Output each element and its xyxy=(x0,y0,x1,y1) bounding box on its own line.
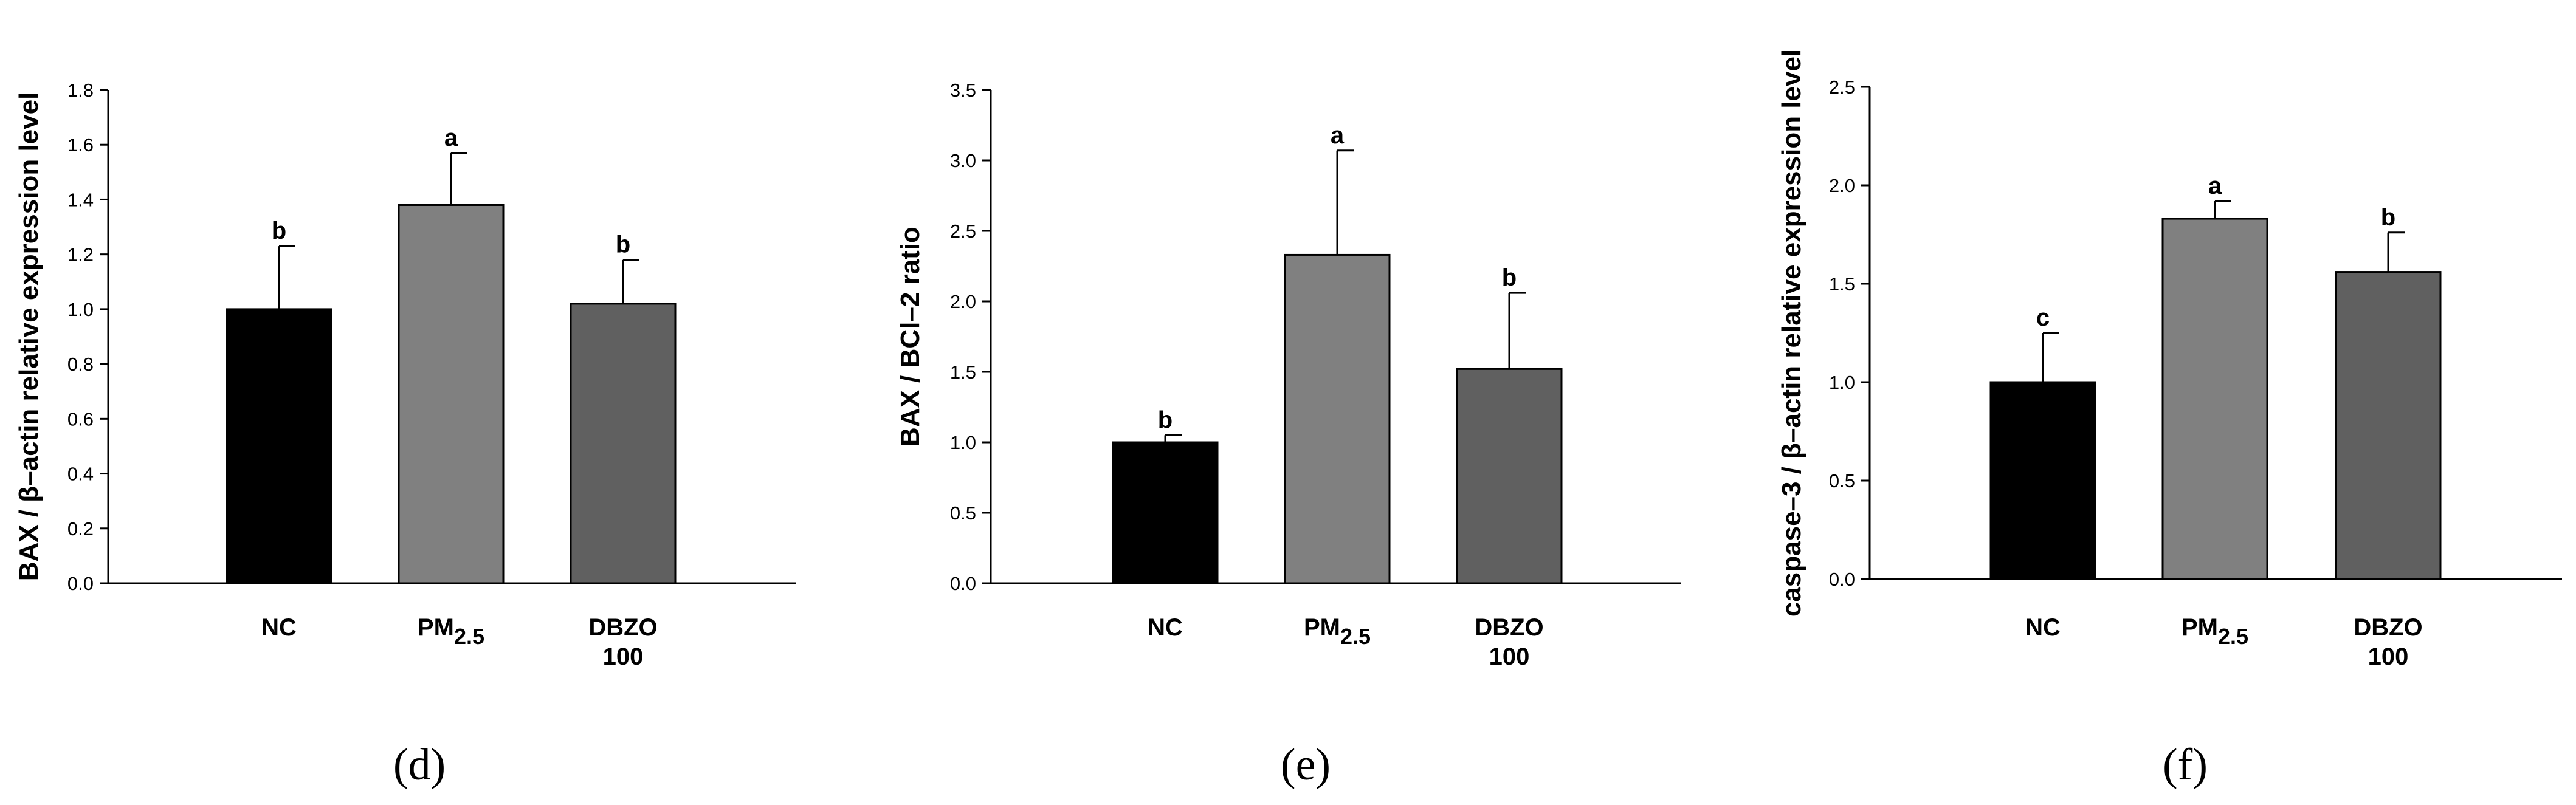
y-tick-label: 0.8 xyxy=(67,354,94,375)
y-tick-label: 0.0 xyxy=(950,573,976,594)
y-tick-label: 1.5 xyxy=(950,361,976,383)
significance-letter: a xyxy=(444,125,458,151)
panel-caption: (d) xyxy=(393,740,446,790)
bar xyxy=(226,308,332,584)
y-tick-label: 1.0 xyxy=(950,432,976,453)
y-axis-title: BAX / BCl–2 ratio xyxy=(895,227,925,447)
significance-letter: b xyxy=(616,231,630,258)
panel-f: 0.0 0.5 1.0 1.5 2.0 2.5 caspase–3 / β–actin re… xyxy=(1777,49,2562,790)
y-tick-label: 0.0 xyxy=(1829,569,1855,590)
y-tick-label: 1.0 xyxy=(67,299,94,320)
y-tick-label: 0.2 xyxy=(67,518,94,540)
category-label: NC xyxy=(1148,614,1183,641)
significance-letter: b xyxy=(2381,204,2395,231)
category-label: PM2.5 xyxy=(2182,614,2248,649)
y-tick-label: 3.5 xyxy=(950,80,976,101)
panel-caption: (e) xyxy=(1281,740,1331,790)
bar xyxy=(1112,441,1219,584)
y-tick-label: 0.0 xyxy=(67,573,94,594)
y-tick-label: 2.5 xyxy=(1829,77,1855,98)
y-tick-label: 0.5 xyxy=(950,502,976,524)
y-tick-label: 1.4 xyxy=(67,189,94,210)
category-label: DBZO xyxy=(588,614,657,641)
category-label-line2: 100 xyxy=(603,643,644,670)
y-tick-label: 1.8 xyxy=(67,80,94,101)
panel-d: 0.0 0.2 0.4 0.6 0.8 1.0 1.2 1.4 1.6 1.8 BAX / β–ac… xyxy=(14,80,796,790)
panel-e: 0.0 0.5 1.0 1.5 2.0 2.5 3.0 3.5 BAX / BCl–2 rati… xyxy=(895,80,1681,790)
category-label: DBZO xyxy=(2354,614,2422,641)
y-tick-label: 1.5 xyxy=(1829,273,1855,295)
bar xyxy=(2161,218,2268,580)
y-tick-label: 2.5 xyxy=(950,221,976,242)
y-tick-label: 2.0 xyxy=(1829,175,1855,196)
y-axis-title: BAX / β–actin relative expression level xyxy=(14,92,44,581)
y-tick-label: 1.0 xyxy=(1829,372,1855,393)
bar xyxy=(2335,271,2442,580)
significance-letter: a xyxy=(2208,173,2222,199)
significance-letter: a xyxy=(1331,122,1345,149)
bar xyxy=(1989,381,2096,580)
bar xyxy=(1284,253,1391,584)
bar xyxy=(398,204,505,584)
significance-letter: c xyxy=(2036,304,2050,331)
significance-letter: b xyxy=(1158,406,1173,433)
y-tick-label: 0.4 xyxy=(67,464,94,485)
panel-caption: (f) xyxy=(2163,740,2208,790)
significance-letter: b xyxy=(1502,264,1517,291)
bar xyxy=(1456,368,1563,584)
y-axis-title: caspase–3 / β–actin relative expression … xyxy=(1777,49,1806,617)
y-tick-label: 1.6 xyxy=(67,134,94,156)
category-label: PM2.5 xyxy=(418,614,484,649)
category-label: NC xyxy=(2025,614,2061,641)
bar xyxy=(570,303,677,584)
category-label: DBZO xyxy=(1475,614,1543,641)
y-tick-label: 3.0 xyxy=(950,150,976,171)
y-tick-label: 1.2 xyxy=(67,244,94,265)
category-label-line2: 100 xyxy=(2368,643,2409,670)
category-label: PM2.5 xyxy=(1304,614,1371,649)
category-label-line2: 100 xyxy=(1489,643,1530,670)
y-tick-label: 0.6 xyxy=(67,408,94,430)
significance-letter: b xyxy=(272,218,286,244)
category-label: NC xyxy=(261,614,297,641)
y-tick-label: 0.5 xyxy=(1829,470,1855,492)
y-tick-label: 2.0 xyxy=(950,291,976,312)
